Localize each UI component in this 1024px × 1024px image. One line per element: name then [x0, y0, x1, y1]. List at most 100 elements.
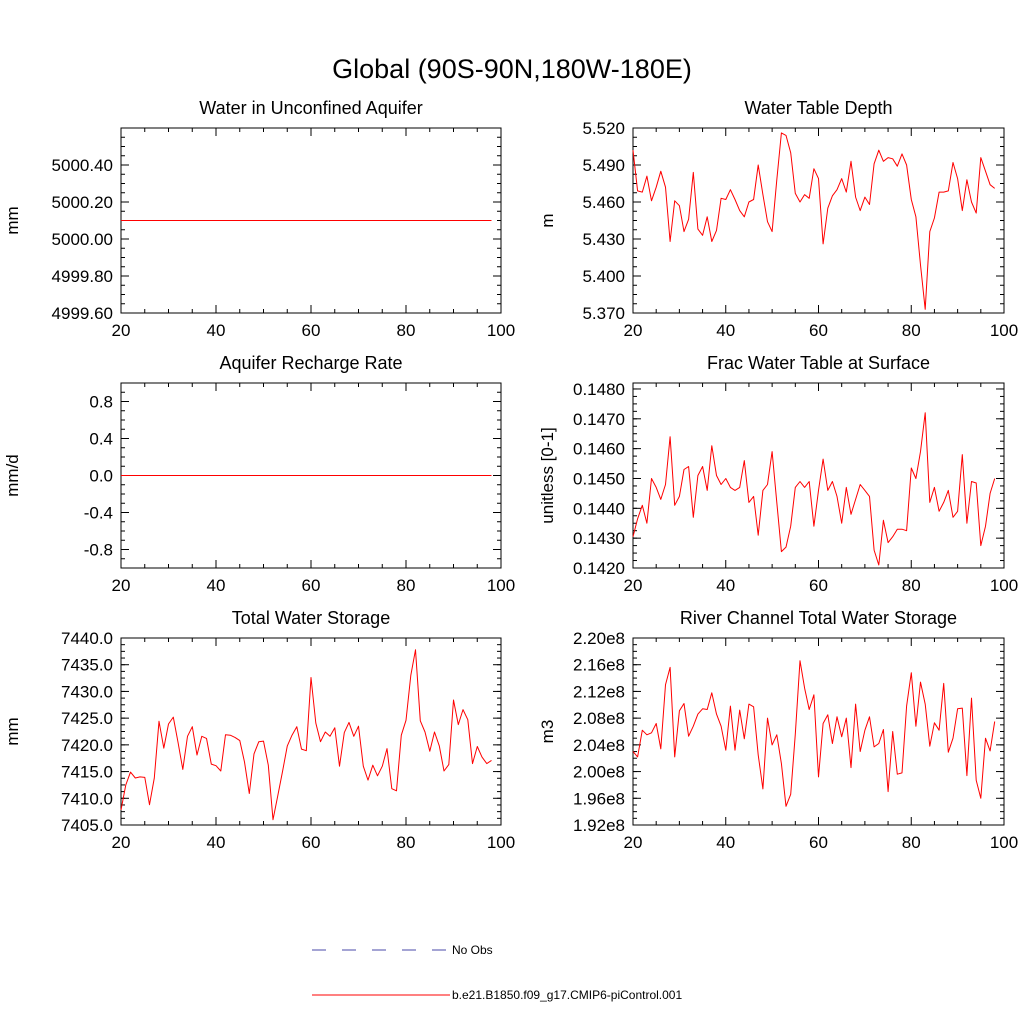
water-table-depth-xtick-label: 80 — [902, 321, 921, 340]
total-water-storage-ytick-label: 7440.0 — [61, 629, 113, 648]
panel-recharge-rate: Aquifer Recharge Rate mm/d 20 40 60 80 100 -0.8… — [3, 353, 515, 595]
river-storage-ytick-label: 2.16e8 — [573, 656, 625, 675]
recharge-rate-ytick-label: -0.4 — [84, 504, 113, 523]
water-table-depth-xtick-label: 40 — [716, 321, 735, 340]
frac-water-table-ytick-label: 0.1460 — [573, 440, 625, 459]
total-water-storage-series-line — [120, 649, 492, 821]
river-storage-ytick-label: 2.08e8 — [573, 709, 625, 728]
aquifer-water-ytick-label: 5000.20 — [52, 193, 113, 212]
water-table-depth-ytick-label: 5.430 — [582, 230, 625, 249]
panel-water-table-depth: Water Table Depth m 20 40 60 80 100 5.370 5.400 5… — [538, 98, 1018, 340]
river-storage-xtick-label: 100 — [990, 833, 1018, 852]
recharge-rate-xtick-label: 40 — [207, 576, 226, 595]
total-water-storage-title: Total Water Storage — [232, 608, 390, 628]
legend: No Obs b.e21.B1850.f09_g17.CMIP6-piContr… — [312, 943, 682, 1002]
frac-water-table-title: Frac Water Table at Surface — [707, 353, 930, 373]
legend-no-obs-label: No Obs — [452, 943, 493, 957]
aquifer-water-ytick-label: 4999.80 — [52, 267, 113, 286]
aquifer-water-xtick-label: 40 — [207, 321, 226, 340]
aquifer-water-title: Water in Unconfined Aquifer — [199, 98, 422, 118]
total-water-storage-xtick-label: 100 — [487, 833, 515, 852]
total-water-storage-ytick-label: 7420.0 — [61, 736, 113, 755]
river-storage-xtick-label: 60 — [809, 833, 828, 852]
panel-river-storage: River Channel Total Water Storage m3 20 40 6… — [538, 608, 1018, 852]
aquifer-water-ylabel: mm — [3, 206, 22, 234]
frac-water-table-plot-frame — [632, 382, 1005, 569]
total-water-storage-ytick-label: 7435.0 — [61, 656, 113, 675]
panels-group: Water in Unconfined Aquifer mm 20 40 60 80 100… — [3, 98, 1018, 852]
water-table-depth-ytick-label: 5.400 — [582, 267, 625, 286]
frac-water-table-ylabel: unitless [0-1] — [538, 427, 557, 523]
water-table-depth-xtick-label: 20 — [624, 321, 643, 340]
water-table-depth-ytick-label: 5.370 — [582, 304, 625, 323]
total-water-storage-ylabel: mm — [3, 717, 22, 745]
recharge-rate-ytick-label: 0.4 — [89, 430, 113, 449]
aquifer-water-xtick-label: 80 — [397, 321, 416, 340]
aquifer-water-xtick-label: 60 — [302, 321, 321, 340]
river-storage-ytick-label: 2.12e8 — [573, 682, 625, 701]
recharge-rate-ytick-label: -0.8 — [84, 541, 113, 560]
aquifer-water-ytick-label: 4999.60 — [52, 304, 113, 323]
frac-water-table-xtick-label: 60 — [809, 576, 828, 595]
total-water-storage-ytick-label: 7425.0 — [61, 709, 113, 728]
frac-water-table-series-line — [632, 412, 996, 566]
frac-water-table-ytick-label: 0.1440 — [573, 499, 625, 518]
total-water-storage-ytick-label: 7410.0 — [61, 789, 113, 808]
river-storage-ylabel: m3 — [538, 720, 557, 744]
panel-total-water-storage: Total Water Storage mm 20 40 60 80 100 7405.0 74… — [3, 608, 515, 852]
total-water-storage-xtick-label: 60 — [302, 833, 321, 852]
recharge-rate-title: Aquifer Recharge Rate — [219, 353, 402, 373]
aquifer-water-xtick-label: 100 — [487, 321, 515, 340]
total-water-storage-ytick-label: 7405.0 — [61, 816, 113, 835]
frac-water-table-ytick-label: 0.1420 — [573, 559, 625, 578]
water-table-depth-ytick-label: 5.520 — [582, 119, 625, 138]
panel-frac-water-table: Frac Water Table at Surface unitless [0-1… — [538, 353, 1018, 595]
water-table-depth-title: Water Table Depth — [744, 98, 892, 118]
recharge-rate-xtick-label: 20 — [112, 576, 131, 595]
frac-water-table-ytick-label: 0.1430 — [573, 529, 625, 548]
river-storage-plot-frame — [632, 637, 1005, 826]
river-storage-ytick-label: 1.96e8 — [573, 789, 625, 808]
frac-water-table-xtick-label: 20 — [624, 576, 643, 595]
total-water-storage-xtick-label: 40 — [207, 833, 226, 852]
river-storage-xtick-label: 40 — [716, 833, 735, 852]
frac-water-table-ytick-label: 0.1470 — [573, 410, 625, 429]
river-storage-xtick-label: 80 — [902, 833, 921, 852]
recharge-rate-xtick-label: 80 — [397, 576, 416, 595]
total-water-storage-ytick-label: 7430.0 — [61, 682, 113, 701]
frac-water-table-ytick-label: 0.1450 — [573, 469, 625, 488]
total-water-storage-ytick-label: 7415.0 — [61, 763, 113, 782]
frac-water-table-xtick-label: 40 — [716, 576, 735, 595]
water-table-depth-series-line — [632, 132, 996, 310]
river-storage-ytick-label: 2.04e8 — [573, 736, 625, 755]
river-storage-series-line — [632, 660, 996, 807]
water-table-depth-ytick-label: 5.490 — [582, 156, 625, 175]
frac-water-table-ytick-label: 0.1480 — [573, 380, 625, 399]
figure-title: Global (90S-90N,180W-180E) — [332, 54, 692, 84]
total-water-storage-plot-frame — [120, 637, 502, 826]
aquifer-water-xtick-label: 20 — [112, 321, 131, 340]
aquifer-water-ytick-label: 5000.40 — [52, 156, 113, 175]
water-table-depth-ylabel: m — [538, 213, 557, 227]
recharge-rate-xtick-label: 60 — [302, 576, 321, 595]
river-storage-xtick-label: 20 — [624, 833, 643, 852]
recharge-rate-xtick-label: 100 — [487, 576, 515, 595]
river-storage-title: River Channel Total Water Storage — [680, 608, 957, 628]
river-storage-ytick-label: 2.00e8 — [573, 763, 625, 782]
water-table-depth-xtick-label: 60 — [809, 321, 828, 340]
frac-water-table-xtick-label: 80 — [902, 576, 921, 595]
river-storage-ytick-label: 2.20e8 — [573, 629, 625, 648]
water-table-depth-xtick-label: 100 — [990, 321, 1018, 340]
river-storage-ytick-label: 1.92e8 — [573, 816, 625, 835]
recharge-rate-ytick-label: 0.0 — [89, 467, 113, 486]
aquifer-water-ytick-label: 5000.00 — [52, 230, 113, 249]
recharge-rate-ylabel: mm/d — [3, 454, 22, 497]
total-water-storage-xtick-label: 20 — [112, 833, 131, 852]
frac-water-table-xtick-label: 100 — [990, 576, 1018, 595]
panel-aquifer-water: Water in Unconfined Aquifer mm 20 40 60 80 100… — [3, 98, 515, 340]
legend-model-label: b.e21.B1850.f09_g17.CMIP6-piControl.001 — [452, 988, 682, 1002]
total-water-storage-xtick-label: 80 — [397, 833, 416, 852]
recharge-rate-ytick-label: 0.8 — [89, 393, 113, 412]
water-table-depth-ytick-label: 5.460 — [582, 193, 625, 212]
